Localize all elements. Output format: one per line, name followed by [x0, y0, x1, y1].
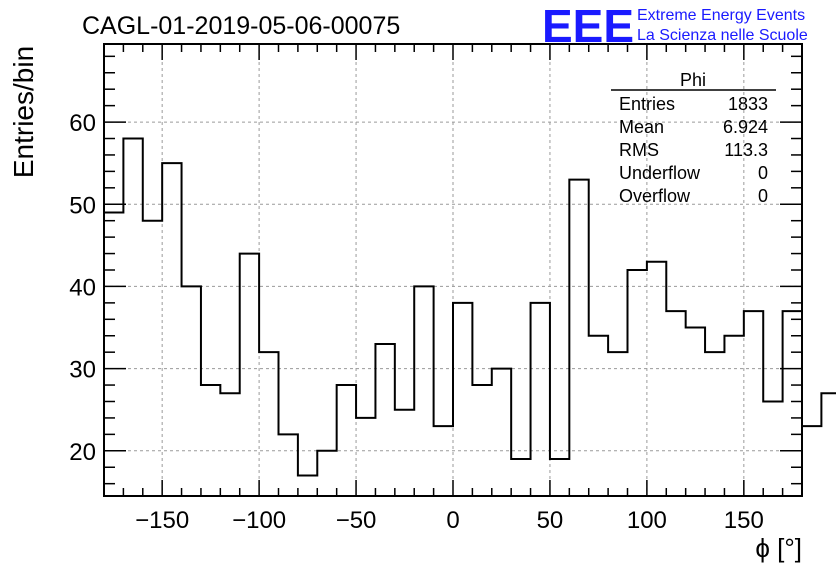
tick-labels: −150 −100 −50 0 50 100 150 20 30 40 50 60 — [69, 110, 764, 534]
logo-line-1: Extreme Energy Events — [637, 7, 805, 24]
y-tick-label: 20 — [69, 439, 96, 466]
y-tick-label: 60 — [69, 110, 96, 137]
grid — [104, 44, 802, 496]
stats-value-mean: 6.924 — [723, 117, 768, 137]
x-axis-label: ϕ [°] — [755, 533, 802, 563]
stats-label-rms: RMS — [619, 140, 659, 160]
histogram-bins — [104, 137, 836, 477]
y-axis-label: Entries/bin — [8, 46, 39, 178]
x-tick-label: −50 — [336, 507, 377, 534]
x-tick-label: 50 — [537, 507, 564, 534]
x-tick-label: 0 — [446, 507, 459, 534]
stats-value-rms: 113.3 — [724, 140, 768, 160]
stats-label-overflow: Overflow — [619, 186, 691, 206]
stats-label-entries: Entries — [619, 94, 675, 114]
stats-title: Phi — [680, 70, 706, 90]
stats-label-mean: Mean — [619, 117, 664, 137]
eee-logo: EEE Extreme Energy Events La Scienza nel… — [542, 0, 808, 52]
stats-value-entries: 1833 — [728, 94, 768, 114]
axes — [103, 43, 803, 497]
stats-label-underflow: Underflow — [619, 163, 701, 183]
y-tick-label: 50 — [69, 192, 96, 219]
logo-line-2: La Scienza nelle Scuole — [637, 27, 808, 44]
x-tick-label: −150 — [135, 507, 189, 534]
x-tick-label: −100 — [232, 507, 286, 534]
stats-value-overflow: 0 — [758, 186, 768, 206]
stats-value-underflow: 0 — [758, 163, 768, 183]
y-tick-label: 30 — [69, 357, 96, 384]
y-tick-label: 40 — [69, 274, 96, 301]
histogram-outline — [104, 137, 836, 477]
chart-title: CAGL-01-2019-05-06-00075 — [82, 12, 400, 40]
x-tick-label: 150 — [724, 507, 764, 534]
stats-box: Phi Entries 1833 Mean 6.924 RMS 113.3 Un… — [611, 70, 776, 206]
x-tick-label: 100 — [627, 507, 667, 534]
